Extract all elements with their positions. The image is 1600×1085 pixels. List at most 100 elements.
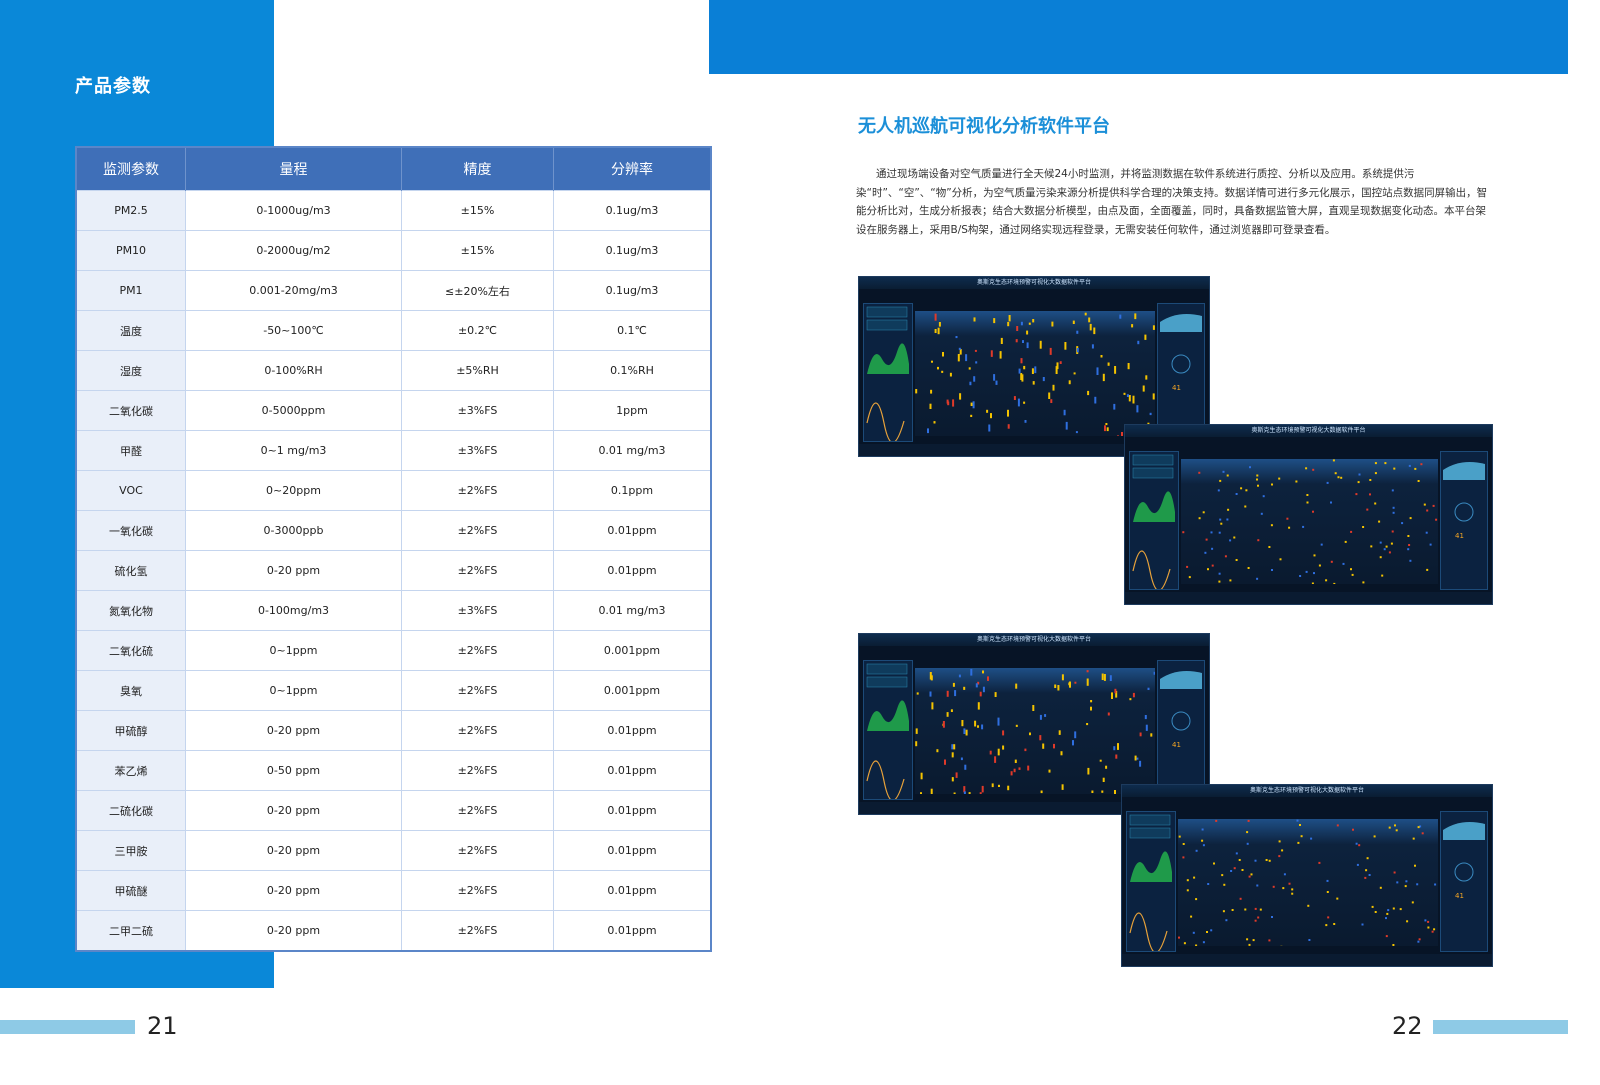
map-marker	[1084, 312, 1087, 316]
map-marker	[1283, 873, 1286, 876]
table-cell: 温度	[75, 310, 186, 351]
map-marker	[1254, 919, 1257, 922]
table-cell: 0.001ppm	[553, 630, 712, 671]
map-marker	[1074, 731, 1077, 739]
map-marker	[1096, 367, 1099, 375]
column-header: 量程	[185, 147, 402, 191]
map-marker	[979, 792, 982, 799]
table-cell: 0.01 mg/m3	[553, 430, 712, 471]
map-marker	[1306, 494, 1309, 496]
table-cell: ±2%FS	[401, 670, 554, 711]
map-marker	[1126, 394, 1129, 397]
map-marker	[1233, 536, 1236, 539]
table-cell: 湿度	[75, 350, 186, 391]
map-marker	[964, 764, 967, 770]
table-cell: 二氧化硫	[75, 630, 186, 671]
map-marker	[1106, 427, 1109, 432]
table-cell: 甲硫醇	[75, 710, 186, 751]
map-marker	[1202, 511, 1205, 514]
map-marker	[1407, 548, 1410, 551]
table-cell: 0~1ppm	[185, 670, 402, 711]
map-marker	[1435, 518, 1438, 521]
map-marker	[994, 756, 997, 763]
map-marker	[1091, 790, 1094, 793]
map-marker	[958, 347, 961, 350]
table-cell: 一氧化碳	[75, 510, 186, 551]
map-marker	[977, 725, 979, 728]
map-marker	[1246, 831, 1249, 834]
map-marker	[1244, 908, 1247, 911]
map-marker	[1364, 876, 1367, 879]
map-marker	[1385, 917, 1387, 920]
map-marker	[1115, 754, 1118, 759]
map-marker	[1149, 412, 1152, 416]
map-marker	[946, 690, 949, 697]
map-marker	[1233, 867, 1236, 870]
table-cell: 0.1ppm	[553, 470, 712, 511]
map-marker	[961, 720, 964, 727]
map-marker	[942, 721, 945, 728]
map-marker	[1401, 522, 1404, 525]
map-marker	[977, 681, 980, 685]
map-marker	[1178, 835, 1181, 838]
table-cell: ±2%FS	[401, 630, 554, 671]
map-marker	[1002, 745, 1005, 750]
map-marker	[1358, 844, 1361, 847]
map-marker	[969, 381, 972, 386]
map-marker	[1091, 344, 1094, 349]
table-cell: 0.01ppm	[553, 710, 712, 751]
table-row: PM2.5 0-1000ug/m3 ±15% 0.1ug/m3	[75, 190, 712, 231]
map-marker	[1018, 767, 1021, 770]
map-marker	[1272, 885, 1275, 888]
map-marker	[1089, 323, 1092, 331]
table-row: 二硫化碳 0-20 ppm ±2%FS 0.01ppm	[75, 790, 712, 831]
map-marker	[1024, 420, 1027, 423]
map-marker	[1201, 839, 1204, 842]
map-marker	[1411, 901, 1414, 904]
section-title: 产品参数	[75, 76, 151, 97]
map-marker	[1074, 681, 1077, 684]
map-marker	[1307, 904, 1310, 907]
map-marker	[955, 336, 958, 339]
map-marker	[1023, 365, 1026, 370]
map-marker	[1239, 897, 1242, 900]
map-marker	[1381, 574, 1384, 577]
column-header: 监测参数	[76, 147, 186, 191]
map-marker	[1064, 342, 1067, 350]
map-marker	[1395, 829, 1398, 832]
map-marker	[1131, 324, 1134, 328]
dashboard-charts	[866, 306, 909, 444]
map-marker	[1419, 825, 1422, 828]
map-marker	[1026, 342, 1029, 349]
map-marker	[1068, 380, 1071, 385]
map-marker	[1424, 919, 1427, 922]
map-marker	[934, 329, 937, 333]
column-header: 精度	[401, 147, 554, 191]
map-marker	[1182, 531, 1185, 534]
table-cell: ±2%FS	[401, 790, 554, 831]
map-marker	[1350, 568, 1352, 571]
map-marker	[979, 691, 982, 697]
table-cell: 0.1ug/m3	[553, 230, 712, 271]
map-marker	[1056, 362, 1059, 370]
map-marker	[1355, 493, 1358, 496]
map-marker	[1355, 842, 1358, 845]
map-marker	[1392, 907, 1395, 910]
map-marker	[1330, 560, 1333, 563]
map-marker	[1434, 883, 1437, 886]
map-marker	[1015, 339, 1018, 343]
map-marker	[1351, 573, 1354, 576]
table-cell: 0-1000ug/m3	[185, 190, 402, 231]
map-marker	[1018, 368, 1021, 374]
map-marker	[957, 354, 960, 362]
map-marker	[942, 352, 944, 357]
map-marker	[1268, 939, 1271, 942]
map-marker	[1007, 424, 1010, 429]
map-marker	[1020, 358, 1023, 364]
map-marker	[1369, 493, 1371, 496]
map-marker	[1073, 372, 1076, 375]
map-marker	[1032, 705, 1035, 711]
map-marker	[1195, 849, 1198, 852]
table-cell: 0~1ppm	[185, 630, 402, 671]
map-marker	[1432, 504, 1435, 507]
